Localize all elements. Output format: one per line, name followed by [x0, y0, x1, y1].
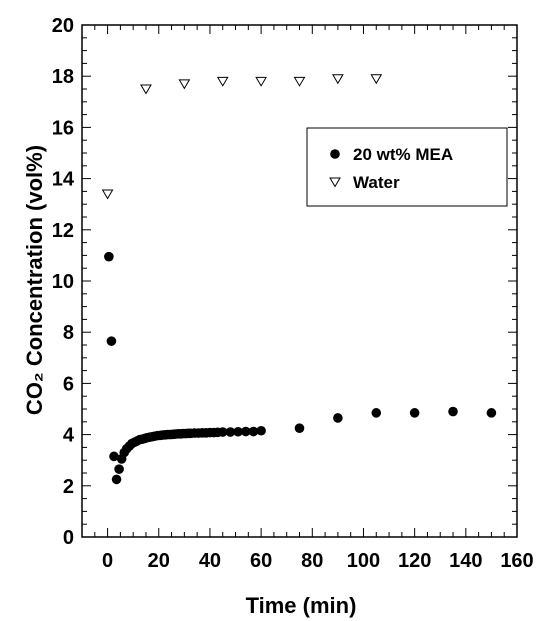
- water-point: [332, 74, 344, 85]
- water-point: [140, 84, 152, 95]
- legend-water-marker: [329, 177, 341, 188]
- y-tick-label: 20: [52, 15, 74, 37]
- mea-point: [106, 336, 117, 346]
- x-tick-label: 120: [398, 550, 431, 572]
- mea-point: [225, 427, 236, 437]
- legend-mea-marker: [330, 149, 340, 159]
- mea-point: [409, 408, 420, 418]
- legend-water-symbol: [329, 177, 341, 188]
- x-axis-title: Time (min): [246, 593, 357, 618]
- water-point: [216, 76, 229, 87]
- water-point: [255, 76, 267, 87]
- x-axis: 0 20 40 60 80 100 120 140 160: [81, 25, 534, 572]
- x-tick-label: 20: [148, 550, 170, 572]
- mea-point: [240, 426, 251, 437]
- water-point: [293, 76, 306, 87]
- mea-point: [114, 464, 124, 474]
- legend-mea-label: 20 wt% MEA: [353, 145, 453, 164]
- mea-point: [371, 408, 382, 418]
- y-tick-label: 4: [63, 425, 75, 447]
- y-axis-title: CO₂ Concentration (vol%): [22, 145, 47, 415]
- legend-water-label: Water: [353, 173, 400, 192]
- mea-point: [256, 425, 266, 436]
- y-tick-label: 10: [52, 271, 74, 293]
- legend-box: [306, 127, 508, 207]
- water-point: [178, 79, 191, 90]
- x-tick-label: 100: [347, 550, 380, 572]
- plot-border: [81, 24, 518, 538]
- y-tick-label: 14: [52, 169, 75, 191]
- mea-point: [486, 408, 497, 418]
- mea-point: [248, 426, 259, 437]
- mea-point: [333, 413, 343, 423]
- y-tick-label: 8: [63, 322, 74, 344]
- y-axis: 0 2 4 6 8 10 12 14 16 18 20: [52, 15, 517, 549]
- mea-point: [217, 427, 228, 437]
- legend: 20 wt% MEA Water: [306, 127, 508, 207]
- legend-mea-symbol: [330, 149, 340, 159]
- x-tick-label: 60: [250, 550, 272, 572]
- mea-point: [233, 426, 243, 437]
- x-tick-label: 140: [449, 550, 482, 572]
- x-tick-label: 80: [301, 550, 323, 572]
- mea-point: [111, 474, 122, 485]
- y-tick-label: 0: [63, 527, 74, 549]
- water-point: [101, 189, 114, 200]
- data-points: [101, 74, 497, 485]
- water-point: [370, 74, 383, 85]
- plot-frame: [81, 24, 518, 538]
- mea-point: [448, 406, 458, 417]
- x-tick-label: 0: [102, 550, 113, 572]
- y-tick-label: 12: [52, 220, 74, 242]
- y-tick-label: 18: [52, 66, 74, 88]
- mea-point: [294, 423, 305, 434]
- x-tick-label: 40: [199, 550, 221, 572]
- mea-point: [109, 451, 119, 462]
- y-tick-label: 16: [52, 117, 74, 139]
- x-tick-label: 160: [500, 550, 533, 572]
- y-tick-label: 2: [63, 476, 74, 498]
- y-tick-label: 6: [63, 373, 74, 395]
- mea-point: [104, 251, 114, 262]
